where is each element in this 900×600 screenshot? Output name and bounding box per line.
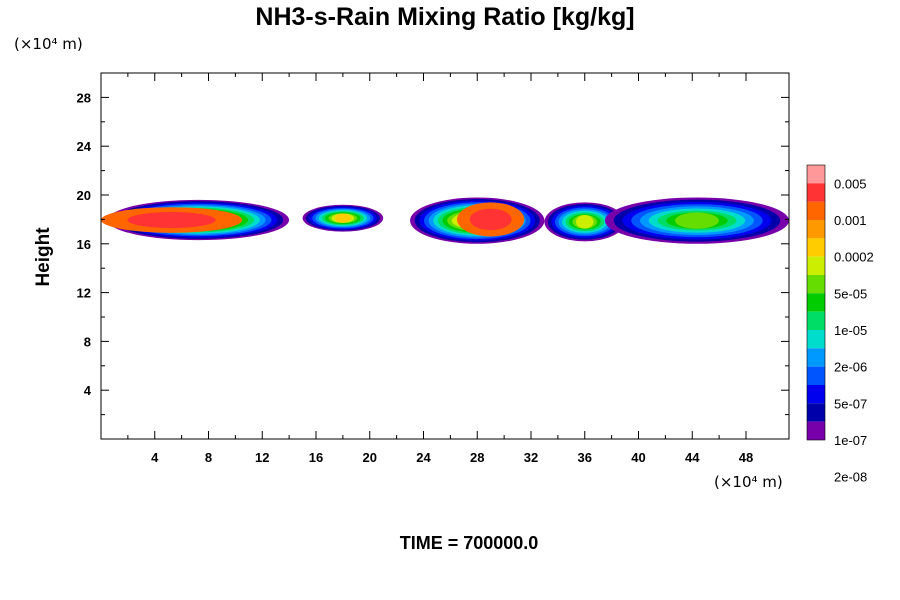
x-axis-ticks: 4 8 12 16 20 24 28 32 36 40 44 48: [127, 73, 753, 465]
colorbar-swatch: [807, 256, 825, 275]
colorbar-swatch: [807, 366, 825, 385]
x-tick-label: 24: [416, 450, 431, 465]
x-tick-label: 40: [631, 450, 645, 465]
colorbar-label: 5e-05: [834, 286, 867, 301]
colorbar-label: 5e-07: [834, 396, 867, 411]
colorbar-label: 1e-05: [834, 323, 867, 338]
colorbar-swatch: [807, 238, 825, 257]
y-tick-label: 4: [84, 383, 92, 398]
x-tick-label: 16: [309, 450, 323, 465]
y-axis-ticks: 4 8 12 16 20 24 28: [77, 90, 789, 416]
plot-frame: [100, 72, 790, 440]
y-tick-label: 16: [77, 237, 91, 252]
y-tick-label: 12: [77, 286, 91, 301]
contour-core-peak: [469, 208, 512, 231]
colorbar-label: 0.001: [834, 213, 867, 228]
colorbar-label: 0.0002: [834, 250, 874, 265]
colorbar-label: 1e-07: [834, 433, 867, 448]
colorbar-swatch: [807, 311, 825, 330]
colorbar-swatch: [807, 348, 825, 367]
colorbar-swatch: [807, 330, 825, 349]
time-label: TIME = 700000.0: [400, 533, 539, 553]
x-tick-label: 20: [363, 450, 377, 465]
colorbar-swatch: [807, 293, 825, 312]
colorbar-swatch: [807, 201, 825, 220]
colorbar-swatch: [807, 165, 825, 184]
y-axis-label: Height: [33, 227, 54, 287]
contour-band: [675, 212, 719, 229]
colorbar-swatch: [807, 385, 825, 404]
x-tick-label: 32: [524, 450, 538, 465]
colorbar-swatch: [807, 183, 825, 202]
plot-area: [101, 197, 789, 244]
colorbar-label: 0.005: [834, 176, 867, 191]
colorbar-swatch: [807, 421, 825, 440]
colorbar-swatch: [807, 275, 825, 294]
x-tick-label: 44: [685, 450, 700, 465]
y-tick-label: 8: [84, 334, 91, 349]
colorbar-frame: [806, 164, 826, 441]
x-tick-label: 12: [255, 450, 269, 465]
contour-band: [575, 215, 594, 229]
contour-band: [334, 213, 351, 223]
x-axis-unit: (×10⁴ m): [714, 473, 783, 491]
colorbar-swatch: [807, 220, 825, 239]
contour-core-peak: [127, 212, 216, 229]
colorbar-label: 2e-08: [834, 470, 867, 485]
x-tick-label: 4: [151, 450, 159, 465]
colorbar-label: 2e-06: [834, 360, 867, 375]
colorbar-swatch: [807, 403, 825, 422]
x-tick-label: 48: [739, 450, 753, 465]
x-tick-label: 8: [205, 450, 212, 465]
y-axis-unit: (×10⁴ m): [14, 35, 83, 53]
plot-content: [101, 197, 789, 244]
chart-title: NH3-s-Rain Mixing Ratio [kg/kg]: [255, 3, 634, 31]
y-tick-label: 20: [77, 188, 91, 203]
y-tick-label: 28: [77, 90, 91, 105]
x-tick-label: 36: [578, 450, 592, 465]
y-tick-label: 24: [77, 139, 92, 154]
colorbar: 0.005 0.001 0.0002 5e-05 1e-05 2e-06 5e-07 1e-0…: [806, 164, 874, 485]
x-tick-label: 28: [470, 450, 484, 465]
